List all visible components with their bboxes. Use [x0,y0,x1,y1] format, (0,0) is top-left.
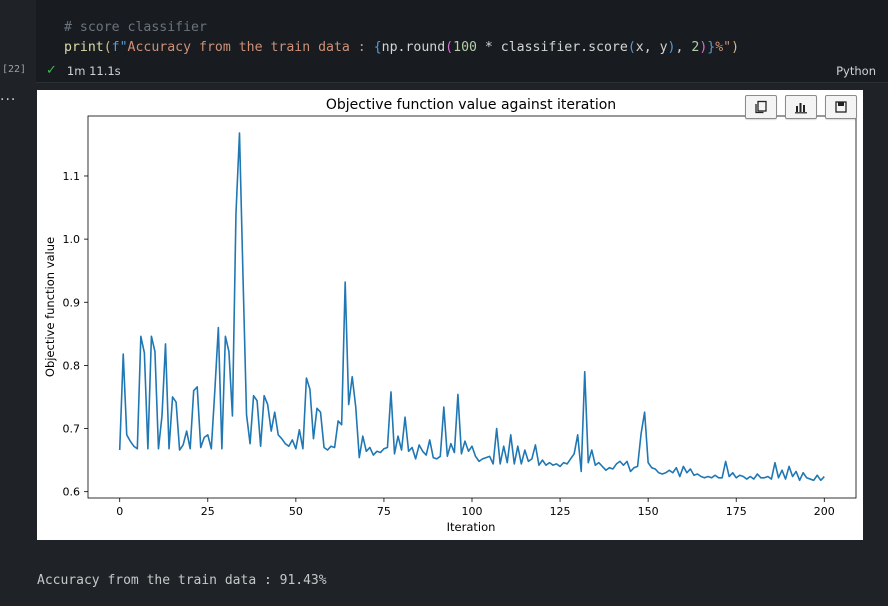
x-tick-label: 25 [201,505,215,518]
y-axis: 0.6 0.7 0.8 0.9 1.0 1.1 [63,170,88,499]
series-line [118,132,825,482]
save-button[interactable] [825,95,857,119]
stdout-output: Accuracy from the train data : 91.43% [37,573,327,588]
copy-button[interactable] [745,95,777,119]
y-tick-label: 0.6 [63,486,81,499]
code-paren: ( [103,40,112,55]
code-paren: ( [627,40,636,55]
save-icon [835,101,847,113]
check-icon: ✓ [46,63,57,78]
x-tick-label: 175 [726,505,747,518]
x-tick-label: 150 [638,505,659,518]
code-args: x, y [635,40,668,55]
code-number: 2 [691,40,700,55]
code-comment: # score classifier [64,20,207,35]
code-paren: ) [731,40,740,55]
code-number: 100 [453,40,477,55]
y-axis-label: Objective function value [43,237,57,377]
x-tick-label: 50 [289,505,303,518]
x-tick-label: 200 [814,505,835,518]
x-tick-label: 0 [116,505,123,518]
y-tick-label: 0.8 [63,359,81,372]
copy-icon [755,100,767,114]
chart-title: Objective function value against iterati… [326,97,616,113]
chart-view-button[interactable] [785,95,817,119]
code-expr: * classifier.score [476,40,628,55]
y-tick-label: 0.9 [63,296,81,309]
code-brace: } [707,40,716,55]
plot-output: Objective function value against iterati… [37,90,863,540]
code-expr: np.round [381,40,446,55]
code-brace: { [373,40,382,55]
output-more-button[interactable]: ... [0,88,17,104]
y-tick-label: 1.0 [63,233,81,246]
x-tick-label: 100 [462,505,483,518]
y-tick-label: 1.1 [63,170,81,183]
execution-count: [22] [2,64,27,75]
x-tick-label: 75 [377,505,391,518]
code-fn: print [64,40,104,55]
code-cell[interactable]: # score classifier print(f"Accuracy from… [36,0,888,83]
execution-time: 1m 11.1s [66,63,121,78]
code-paren: ) [667,40,676,55]
code-fstring-prefix: f" [111,40,128,55]
x-axis: 0 25 50 75 100 125 150 175 200 [116,498,835,518]
code-string: Accuracy from the train data : [127,40,374,55]
language-label[interactable]: Python [836,64,876,78]
execution-status: ✓ 1m 11.1s [46,63,121,78]
code-paren: ( [445,40,454,55]
code-string: %" [715,40,732,55]
line-chart: Objective function value against iterati… [43,97,857,534]
y-tick-label: 0.7 [63,423,81,436]
x-tick-label: 125 [550,505,571,518]
plot-toolbar [745,95,857,119]
x-axis-label: Iteration [447,520,496,534]
code-paren: ) [699,40,708,55]
bar-chart-icon [795,103,807,114]
code-editor[interactable]: # score classifier print(f"Accuracy from… [64,18,739,58]
code-comma: , [675,40,692,55]
